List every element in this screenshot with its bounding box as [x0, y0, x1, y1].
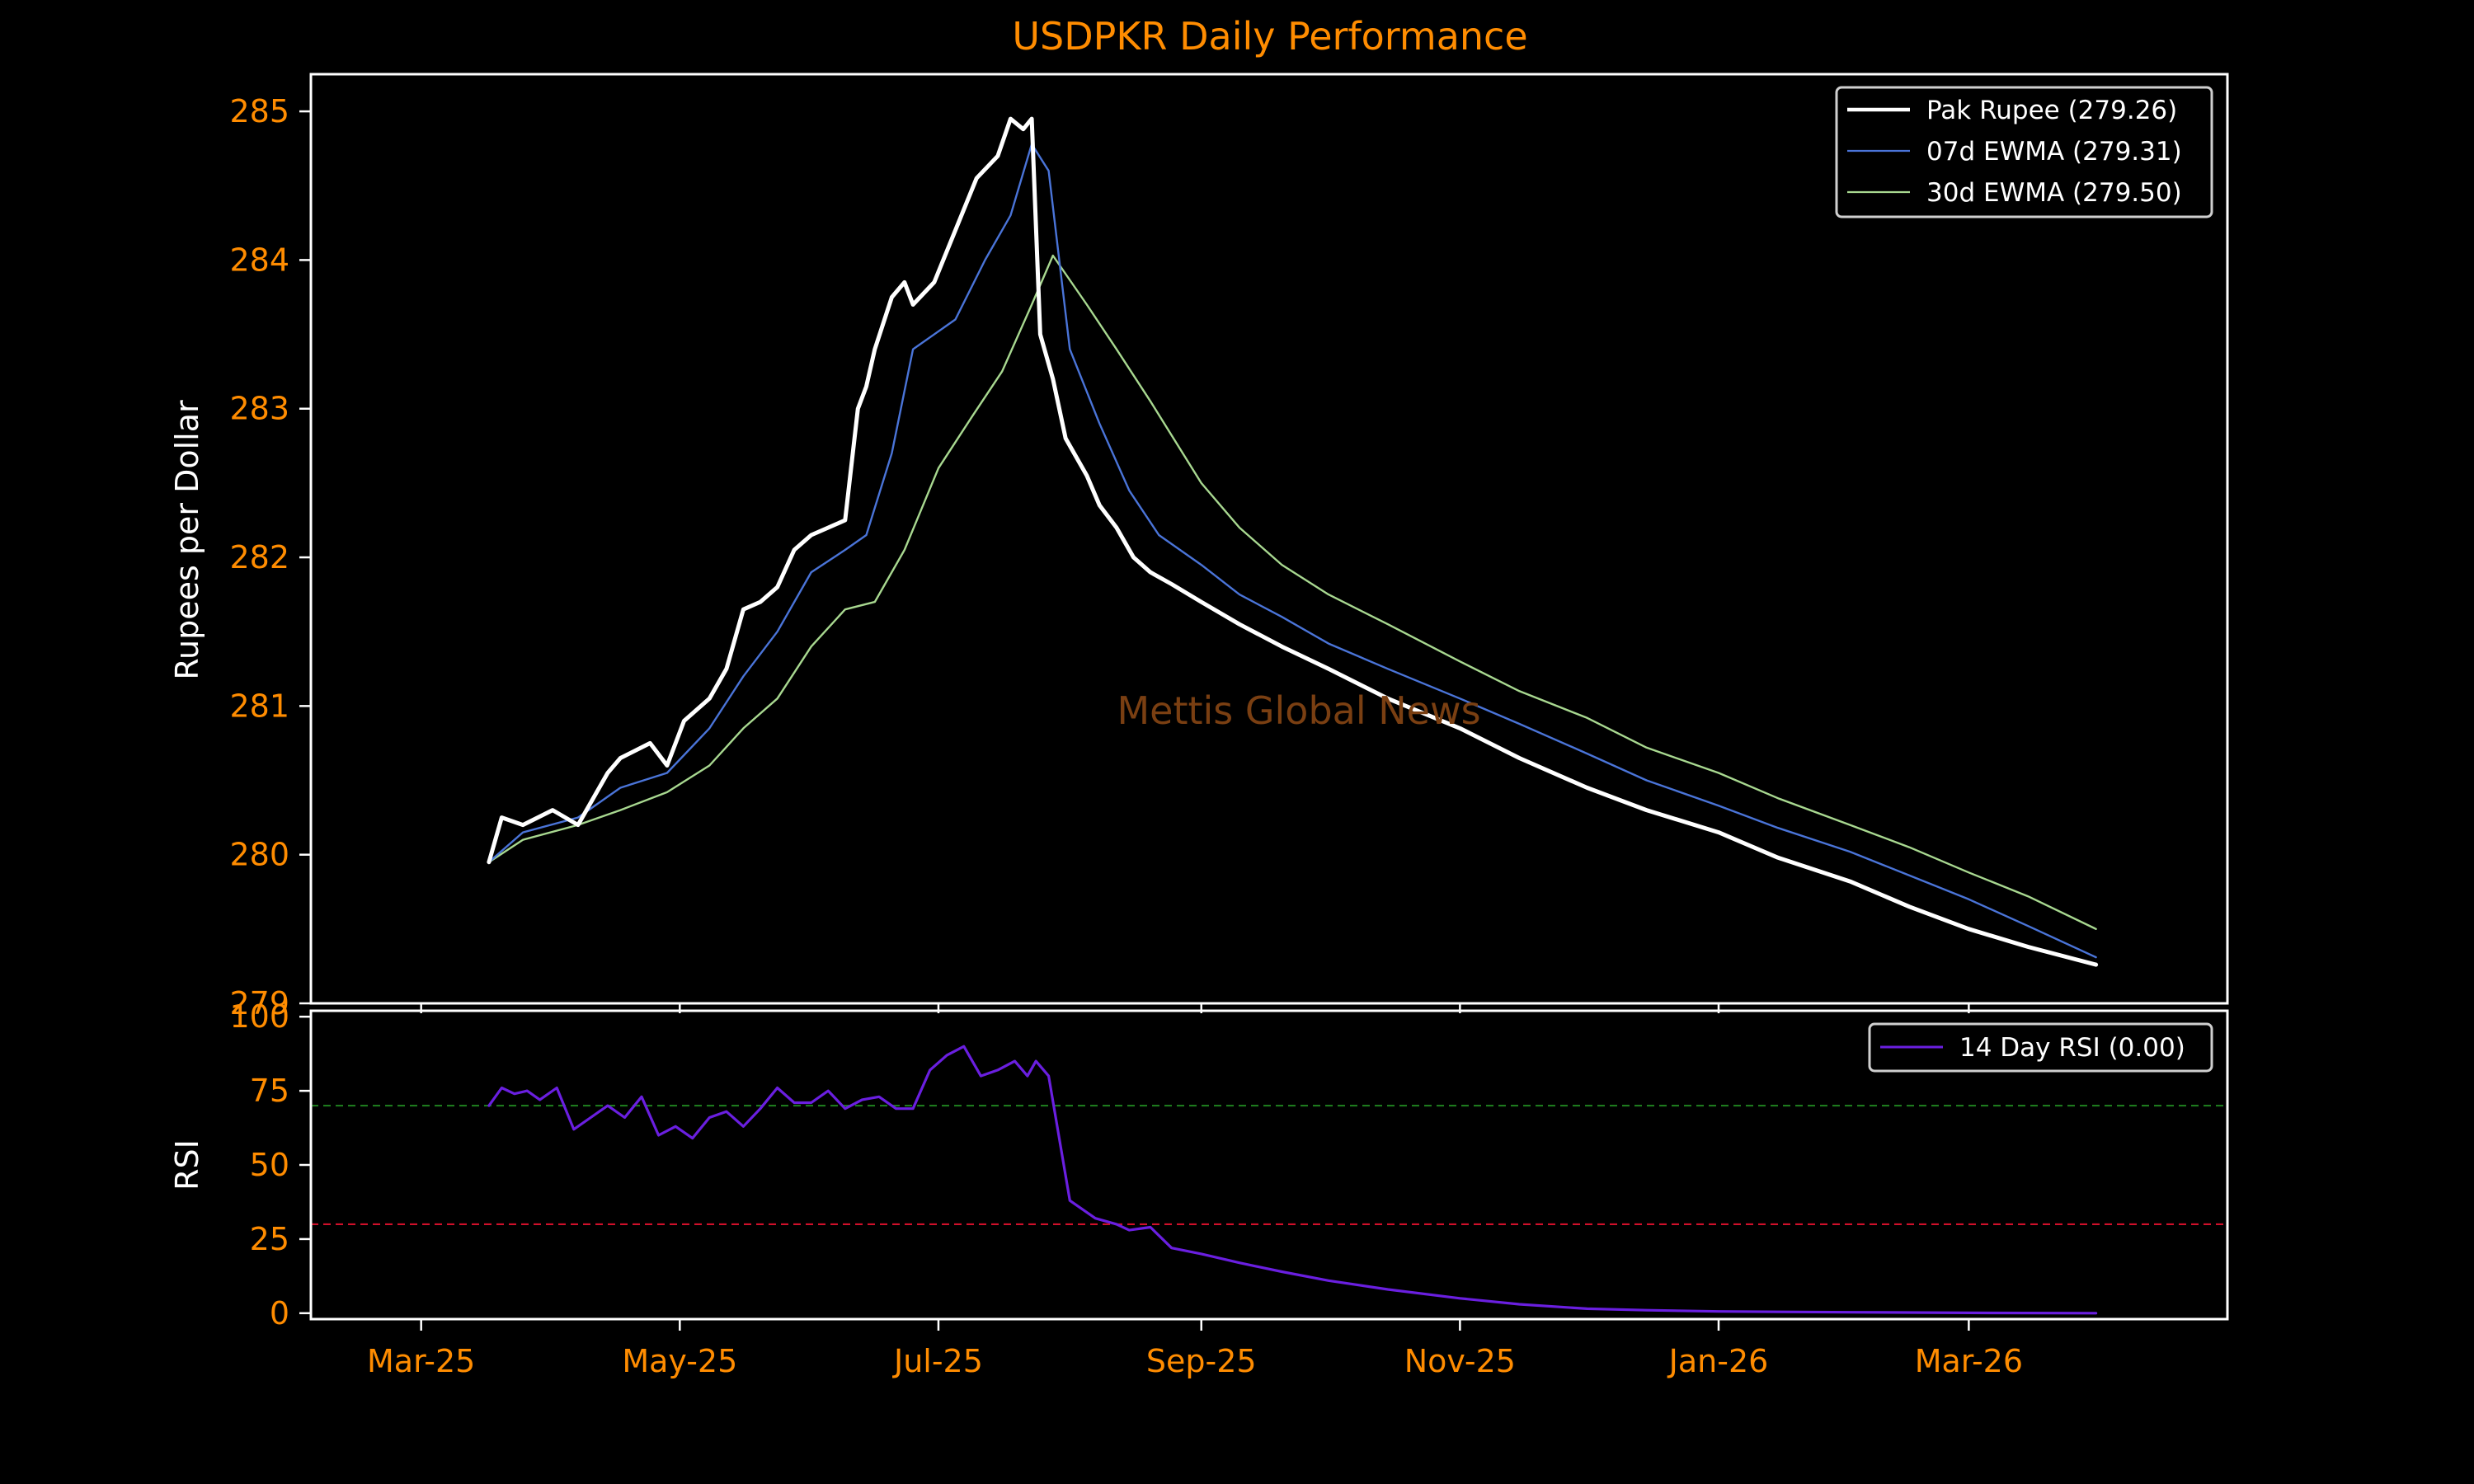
series-line-ewma7	[487, 143, 2097, 959]
legend-label-ewma7: 07d EWMA (279.31)	[1926, 137, 2182, 167]
rsi-legend: 14 Day RSI (0.00)	[1868, 1022, 2213, 1073]
x-tick-label: Nov-25	[1404, 1343, 1516, 1379]
price-y-tick-label: 283	[229, 391, 289, 427]
price-panel: Mettis Global News 279 280 281 282 283 284 285…	[169, 73, 2229, 1021]
series-line-rsi	[487, 1045, 2098, 1315]
rsi-y-tick-label: 75	[250, 1073, 289, 1109]
x-tick-label: Jul-25	[892, 1343, 983, 1379]
x-tick-label: May-25	[622, 1343, 737, 1379]
x-tick-label: Mar-25	[367, 1343, 475, 1379]
series-line-rupee	[487, 116, 2099, 967]
rsi-y-tick-label: 25	[250, 1221, 289, 1257]
rsi-x-ticks: Mar-25 May-25 Jul-25 Sep-25 Nov-25 Jan-26 Mar-…	[367, 1319, 2023, 1379]
chart-title: USDPKR Daily Performance	[1012, 14, 1527, 59]
price-y-tick-label: 281	[229, 688, 289, 724]
price-legend-box	[1835, 86, 2213, 218]
x-tick-label: Mar-26	[1915, 1343, 2023, 1379]
price-y-ticks: 279 280 281 282 283 284 285	[229, 93, 311, 1021]
rsi-lines	[487, 1045, 2098, 1315]
rsi-reference-lines	[311, 1104, 2227, 1226]
price-y-tick-label: 285	[229, 93, 289, 129]
price-legend: Pak Rupee (279.26) 07d EWMA (279.31) 30d…	[1835, 86, 2213, 218]
price-y-tick-label: 284	[229, 242, 289, 278]
series-line-ewma30	[487, 254, 2097, 931]
price-lines	[487, 116, 2099, 967]
rsi-y-tick-label: 0	[270, 1295, 289, 1331]
rsi-y-axis-label: RSI	[169, 1139, 205, 1190]
rsi-y-tick-label: 50	[250, 1147, 289, 1183]
price-y-tick-label: 282	[229, 539, 289, 575]
rsi-panel: 0 25 50 75 100 RSI Mar-25 May-25 Jul-25 Sep-25 N…	[169, 998, 2229, 1379]
rsi-y-tick-label: 100	[229, 998, 289, 1035]
price-axes-frame	[309, 73, 2229, 1005]
watermark: Mettis Global News	[1117, 688, 1480, 733]
price-y-axis-label: Rupees per Dollar	[169, 400, 205, 680]
legend-label-rupee: Pak Rupee (279.26)	[1926, 96, 2177, 125]
x-tick-label: Sep-25	[1146, 1343, 1257, 1379]
rsi-y-ticks: 0 25 50 75 100	[229, 998, 311, 1331]
legend-label-rsi: 14 Day RSI (0.00)	[1959, 1033, 2185, 1063]
x-tick-label: Jan-26	[1667, 1343, 1769, 1379]
price-y-tick-label: 279	[229, 985, 289, 1021]
rsi-legend-box	[1868, 1022, 2213, 1073]
legend-label-ewma30: 30d EWMA (279.50)	[1926, 178, 2182, 208]
price-y-tick-label: 280	[229, 837, 289, 873]
